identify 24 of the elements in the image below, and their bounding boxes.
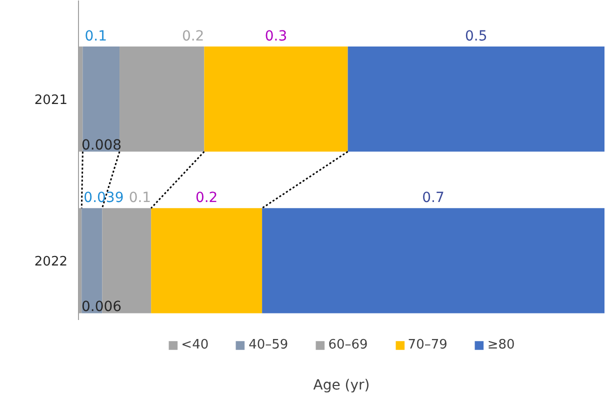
legend-label: 40–59 [248,338,288,352]
data-label: 0.3 [264,28,288,45]
bar [151,208,262,314]
legend-label: <40 [181,338,209,352]
legend-label: 60–69 [328,338,368,352]
y-tick-label: 2022 [34,254,68,270]
data-label: 0.5 [465,28,488,45]
data-label: 0.7 [422,190,444,206]
data-label: 0.1 [84,28,107,45]
bar [204,46,348,152]
data-label: 0.008 [82,138,122,154]
y-tick-label: 2021 [34,93,68,108]
data-label: 0.039 [84,190,124,206]
bar [348,46,604,152]
data-label: 0.1 [128,190,152,206]
bar [120,46,204,152]
legend-label: 70–79 [408,338,448,352]
data-label: 0.2 [182,28,204,45]
x-axis-title: Age (yr) [313,378,370,394]
data-label: 0.006 [82,299,122,316]
data-label: 0.2 [195,190,218,206]
bar [82,46,120,152]
bar [262,208,604,314]
legend-label: ≥80 [487,338,515,352]
